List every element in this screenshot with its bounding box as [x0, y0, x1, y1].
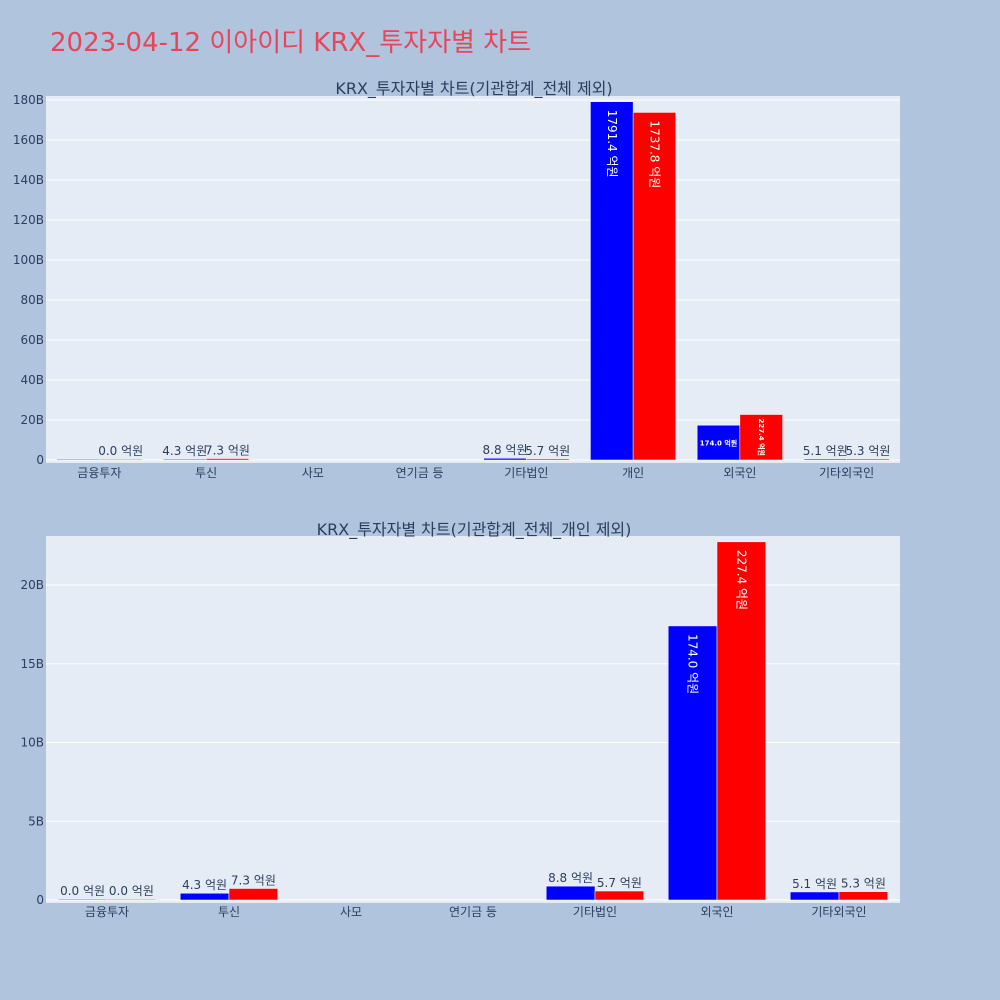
chart1-data-label: 1737.8 억원	[647, 120, 661, 188]
chart1-ytick-label: 180B	[13, 93, 44, 107]
chart1-ytick-label: 20B	[20, 413, 44, 427]
chart2-data-label: 8.8 억원	[548, 871, 593, 885]
chart2-xtick-label: 금융투자	[85, 905, 129, 919]
chart2-ytick-label: 20B	[20, 578, 44, 592]
chart1-bar	[590, 101, 634, 461]
chart2-bar	[838, 891, 889, 901]
chart1-xtick-label: 기타외국인	[819, 466, 874, 480]
chart2-xtick-label: 투신	[218, 905, 240, 919]
chart1-data-label: 5.7 억원	[525, 444, 570, 458]
chart2-bar	[545, 885, 596, 901]
chart1-data-label: 8.8 억원	[483, 443, 528, 457]
chart2-xtick-label: 기타외국인	[811, 905, 866, 919]
chart2-bar	[106, 898, 157, 901]
chart2-xtick-label: 기타법인	[573, 905, 617, 919]
chart1-bar	[483, 457, 527, 461]
chart1-data-label: 1791.4 억원	[605, 110, 619, 178]
chart2-data-label: 174.0 억원	[686, 634, 700, 694]
chart2-title: KRX_투자자별 차트(기관합계_전체_개인 제외)	[317, 520, 632, 540]
chart1-ytick-label: 40B	[20, 373, 44, 387]
chart1-bar	[696, 424, 741, 461]
chart2-xtick-label: 연기금 등	[449, 905, 497, 919]
chart1-xtick-label: 사모	[302, 466, 324, 480]
chart1-ytick-label: 80B	[20, 293, 44, 307]
chart1-ytick-label: 160B	[13, 133, 44, 147]
chart1-ytick-label: 140B	[13, 173, 44, 187]
chart2-data-label: 5.3 억원	[841, 877, 886, 891]
chart1-xtick-label: 연기금 등	[396, 466, 444, 480]
chart2-bar	[228, 888, 279, 901]
chart2-xtick-label: 사모	[340, 905, 362, 919]
chart1-title: KRX_투자자별 차트(기관합계_전체 제외)	[335, 79, 612, 99]
chart2-ytick-label: 15B	[20, 657, 44, 671]
chart2-data-label: 0.0 억원	[109, 884, 154, 898]
chart1-bar	[846, 458, 890, 461]
chart2-bar	[789, 891, 840, 901]
chart2-bar	[594, 890, 645, 901]
chart2-ytick-label: 5B	[28, 814, 44, 828]
chart1-bar	[803, 458, 847, 461]
chart2-bar	[179, 892, 230, 901]
chart2-ytick-label: 10B	[20, 736, 44, 750]
chart1-bar	[99, 458, 143, 461]
chart2-data-label: 5.1 억원	[792, 877, 837, 891]
chart2-bar	[57, 898, 108, 901]
chart1-data-label: 0.0 억원	[98, 444, 143, 458]
chart1-ytick-label: 60B	[20, 333, 44, 347]
chart2-data-label: 0.0 억원	[60, 884, 105, 898]
chart1-plot-area	[46, 96, 900, 463]
chart1-data-label: 5.1 억원	[803, 444, 848, 458]
chart1-ytick-label: 100B	[13, 253, 44, 267]
chart2-data-label: 227.4 억원	[734, 550, 748, 610]
chart1-xtick-label: 외국인	[723, 466, 756, 480]
chart2-xtick-label: 외국인	[700, 905, 733, 919]
chart1-bar	[163, 458, 207, 461]
chart1-bar	[526, 458, 570, 461]
chart1-data-label: 174.0 억원	[700, 439, 737, 448]
chart1-data-label: 7.3 억원	[205, 444, 250, 458]
chart1-data-label: 5.3 억원	[845, 444, 890, 458]
chart1-ytick-label: 120B	[13, 213, 44, 227]
chart2-data-label: 7.3 억원	[231, 874, 276, 888]
chart2-data-label: 5.7 억원	[597, 876, 642, 890]
chart1-xtick-label: 개인	[622, 466, 644, 480]
chart1-xtick-label: 기타법인	[504, 466, 548, 480]
chart1-bar	[739, 414, 783, 461]
chart1-bar	[56, 458, 100, 461]
chart2-ytick-label: 0	[36, 893, 44, 907]
chart1-bar	[205, 458, 250, 461]
page-title: 2023-04-12 이아이디 KRX_투자자별 차트	[50, 28, 532, 58]
chart2-data-label: 4.3 억원	[182, 878, 227, 892]
chart1-ytick-label: 0	[36, 453, 44, 467]
chart2-bar	[716, 541, 767, 901]
chart1-xtick-label: 금융투자	[77, 466, 121, 480]
chart1-bar	[632, 112, 677, 461]
chart1-data-label: 4.3 억원	[162, 444, 207, 458]
chart2-plot-area	[46, 536, 900, 903]
chart1-xtick-label: 투신	[195, 466, 217, 480]
chart1-data-label: 227.4 억원	[757, 419, 766, 456]
